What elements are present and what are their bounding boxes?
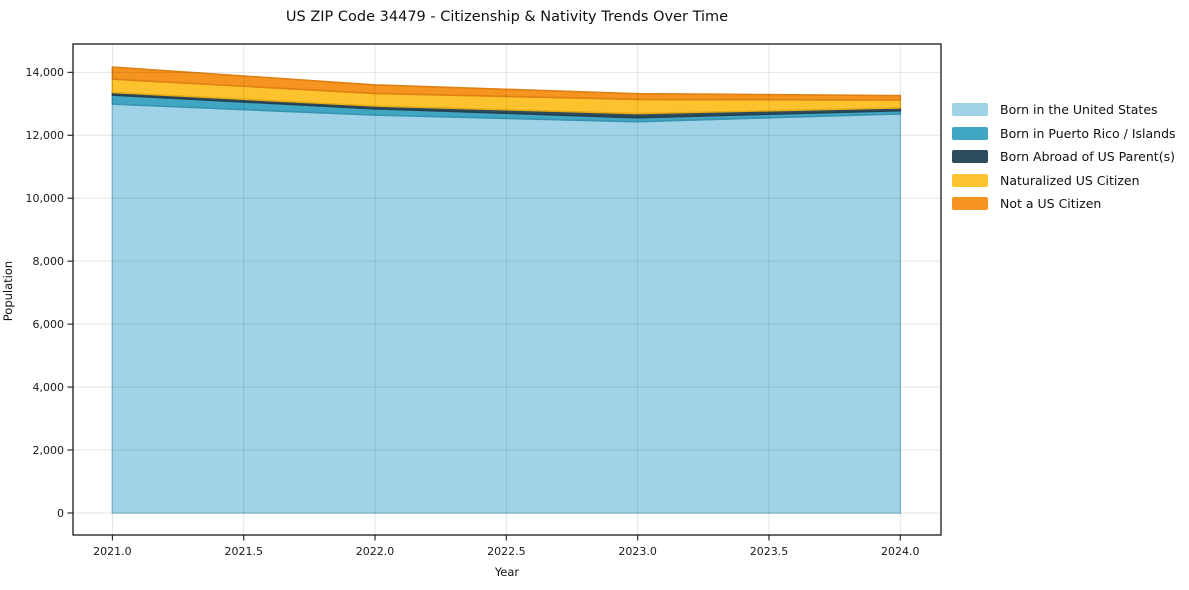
legend-swatch-icon (952, 150, 988, 163)
x-tick-label: 2023.0 (618, 545, 657, 558)
x-tick-label: 2021.5 (224, 545, 263, 558)
legend-item: Born in Puerto Rico / Islands (952, 125, 1176, 141)
x-tick-label: 2022.0 (356, 545, 395, 558)
x-tick-label: 2023.5 (750, 545, 789, 558)
legend-item: Not a US Citizen (952, 196, 1176, 211)
x-axis-label: Year (494, 565, 520, 579)
legend-swatch-icon (952, 197, 988, 210)
y-tick-label: 14,000 (26, 66, 65, 79)
x-tick-label: 2024.0 (881, 545, 920, 558)
legend-label: Born Abroad of US Parent(s) (1000, 149, 1175, 164)
y-tick-label: 10,000 (26, 192, 65, 205)
legend: Born in the United States Born in Puerto… (952, 102, 1176, 211)
legend-item: Born Abroad of US Parent(s) (952, 149, 1176, 164)
y-tick-label: 2,000 (33, 444, 65, 457)
y-axis-label: Population (1, 260, 15, 322)
x-tick-label: 2021.0 (93, 545, 132, 558)
chart-title: US ZIP Code 34479 - Citizenship & Nativi… (285, 9, 729, 25)
legend-label: Naturalized US Citizen (1000, 172, 1140, 188)
y-tick-label: 4,000 (33, 381, 65, 394)
legend-label: Born in Puerto Rico / Islands (1000, 125, 1176, 141)
area-series-4 (111, 66, 902, 101)
y-tick-label: 8,000 (33, 255, 65, 268)
x-tick-label: 2022.5 (487, 545, 526, 558)
legend-swatch-icon (952, 126, 988, 140)
y-tick-label: 0 (57, 507, 64, 520)
legend-swatch-icon (952, 103, 988, 116)
legend-label: Born in the United States (1000, 102, 1158, 117)
legend-label: Not a US Citizen (1000, 196, 1102, 211)
y-tick-label: 12,000 (26, 129, 65, 142)
legend-item: Naturalized US Citizen (952, 172, 1176, 188)
legend-swatch-icon (952, 173, 988, 187)
legend-item: Born in the United States (952, 102, 1176, 117)
y-tick-label: 6,000 (33, 318, 65, 331)
